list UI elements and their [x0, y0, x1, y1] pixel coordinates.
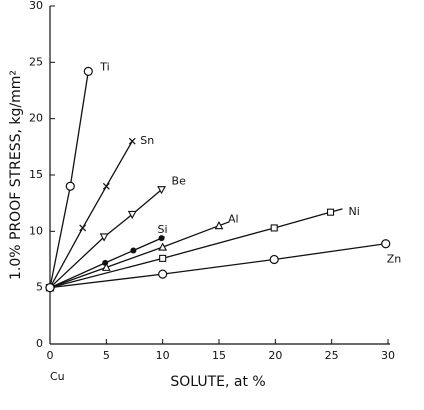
marker [102, 182, 110, 190]
x-tick-label: 25 [325, 349, 339, 362]
y-tick-label: 30 [29, 0, 43, 12]
marker [79, 224, 87, 232]
series-line [49, 225, 220, 289]
series-line [49, 211, 331, 289]
x-tick-label: 5 [103, 349, 110, 362]
series-label: Ni [349, 205, 360, 218]
x-tick-label: 30 [381, 349, 395, 362]
marker [127, 210, 137, 220]
series-label: Be [172, 175, 187, 188]
series-label: Al [228, 213, 239, 226]
x-tick-label: 15 [212, 349, 226, 362]
x-axis-title: SOLUTE, at % [170, 374, 265, 390]
marker [158, 242, 168, 251]
series-line [49, 243, 386, 289]
marker [83, 66, 93, 76]
x-tick-label: 20 [268, 349, 282, 362]
y-tick-label: 20 [29, 112, 43, 125]
marker [130, 247, 137, 254]
series-label: Ti [99, 60, 109, 73]
series-label: Zn [387, 253, 402, 266]
marker [101, 262, 111, 271]
y-axis-title: 1.0% PROOF STRESS, kg/mm² [8, 70, 24, 280]
series-line [49, 189, 162, 289]
origin-annotation: Cu [50, 370, 65, 383]
marker [45, 283, 55, 293]
marker [157, 186, 166, 195]
y-tick-label: 25 [29, 55, 43, 68]
marker [159, 254, 167, 262]
marker [99, 233, 109, 242]
marker [269, 254, 279, 265]
marker [128, 137, 136, 145]
series-label: Si [158, 223, 168, 236]
marker [381, 239, 391, 249]
marker [270, 224, 278, 232]
marker [326, 208, 335, 216]
y-tick-label: 5 [36, 281, 43, 294]
y-tick-label: 15 [29, 168, 43, 181]
series-line [49, 71, 89, 288]
marker [65, 181, 75, 191]
y-tick-label: 10 [29, 224, 43, 237]
series-line [49, 140, 133, 288]
marker [158, 269, 168, 279]
x-tick-label: 0 [47, 349, 54, 362]
series-label: Sn [140, 134, 154, 147]
x-tick-label: 10 [156, 349, 170, 362]
marker [214, 221, 224, 230]
marker [158, 235, 165, 242]
y-tick-label: 0 [36, 337, 43, 350]
series-line [49, 237, 162, 289]
